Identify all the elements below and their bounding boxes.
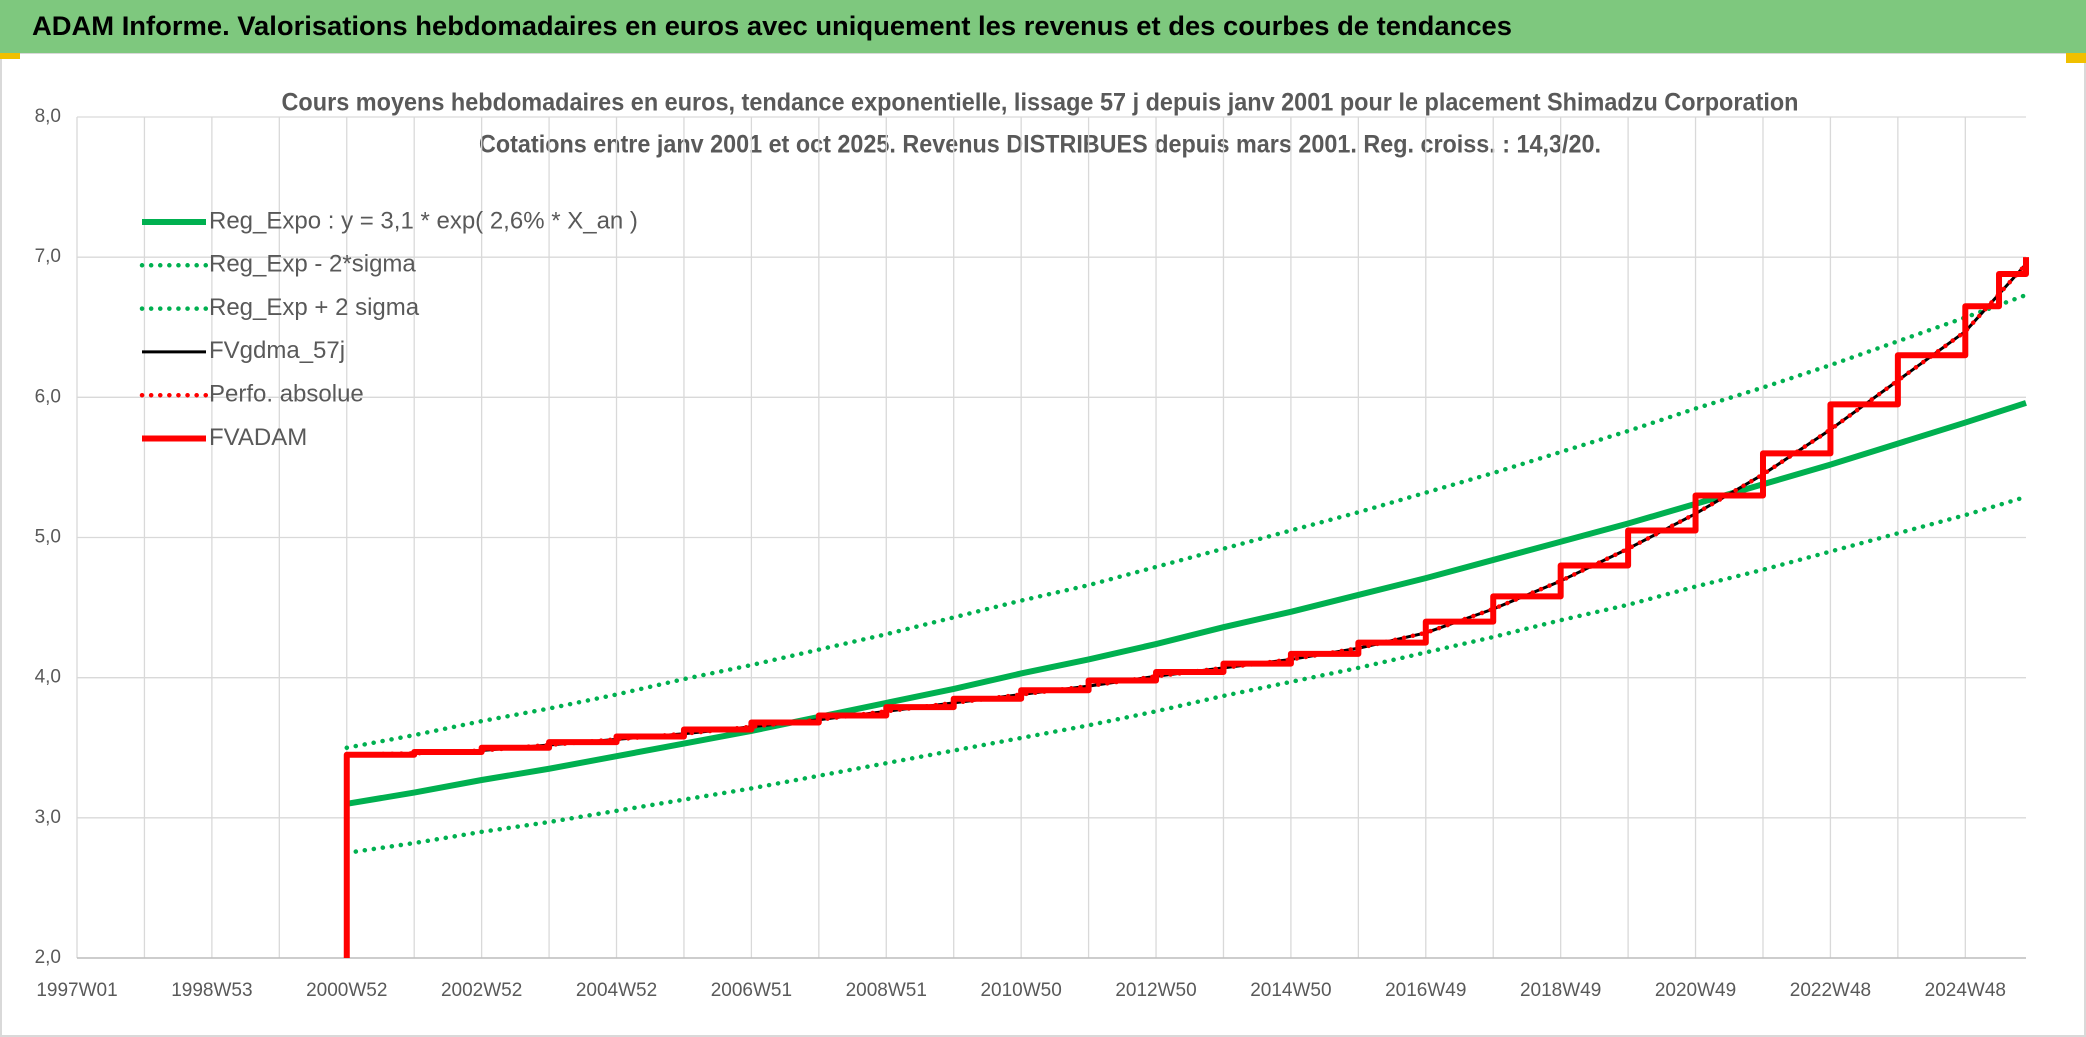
x-tick-label: 2022W48 [1790, 980, 1871, 1001]
plot [343, 257, 2029, 958]
legend-label: FVADAM [209, 424, 307, 451]
series-line [343, 257, 2029, 958]
y-tick-label: 2,0 [35, 947, 61, 968]
accent [2066, 53, 2086, 63]
x-tick-label: 2002W52 [441, 980, 522, 1001]
x-tick-label: 2016W49 [1385, 980, 1466, 1001]
x-tick-label: 2024W48 [1925, 980, 2006, 1001]
y-tick-label: 4,0 [35, 667, 61, 688]
y-tick-label: 8,0 [35, 106, 61, 127]
title-bar [0, 0, 2086, 53]
legend: Reg_Expo : y = 3,1 * exp( 2,6% * X_an ) R… [139, 207, 638, 451]
x-tick-label: 2020W49 [1655, 980, 1736, 1001]
x-tick-label: 2000W52 [306, 980, 387, 1001]
series-line [344, 292, 2029, 750]
series-line [344, 494, 2029, 856]
chart-subtitle: Cotations entre janv 2001 et oct 2025. R… [479, 131, 1601, 159]
x-tick-label: 2006W51 [711, 980, 792, 1001]
x-tick-label: 2018W49 [1520, 980, 1601, 1001]
x-tick-label: 1997W01 [36, 980, 117, 1001]
legend-label: Reg_Exp - 2*sigma [209, 251, 416, 278]
legend-label: Reg_Expo : y = 3,1 * exp( 2,6% * X_an ) [209, 207, 638, 234]
x-tick-label: 2004W52 [576, 980, 657, 1001]
x-tick-label: 2008W51 [846, 980, 927, 1001]
legend-label: Perfo. absolue [209, 381, 364, 408]
page-title: ADAM Informe. Valorisations hebdomadaire… [32, 11, 1512, 41]
chart-title: Cours moyens hebdomadaires en euros, ten… [282, 89, 1799, 117]
legend-label: Reg_Exp + 2 sigma [209, 294, 420, 321]
legend-label: FVgdma_57j [209, 337, 345, 364]
x-tick-label: 2014W50 [1250, 980, 1331, 1001]
y-tick-label: 7,0 [35, 246, 61, 267]
grid: 2,0 3,0 4,0 5,0 6,0 7,0 8,0 1997W01 1998W53 2000W… [35, 106, 2026, 1001]
accent [0, 53, 20, 59]
x-tick-label: 2010W50 [980, 980, 1061, 1001]
y-tick-label: 3,0 [35, 807, 61, 828]
series-line [346, 400, 2027, 807]
x-tick-label: 1998W53 [171, 980, 252, 1001]
x-tick-label: 2012W50 [1115, 980, 1196, 1001]
y-tick-label: 5,0 [35, 527, 61, 548]
y-tick-label: 6,0 [35, 386, 61, 407]
